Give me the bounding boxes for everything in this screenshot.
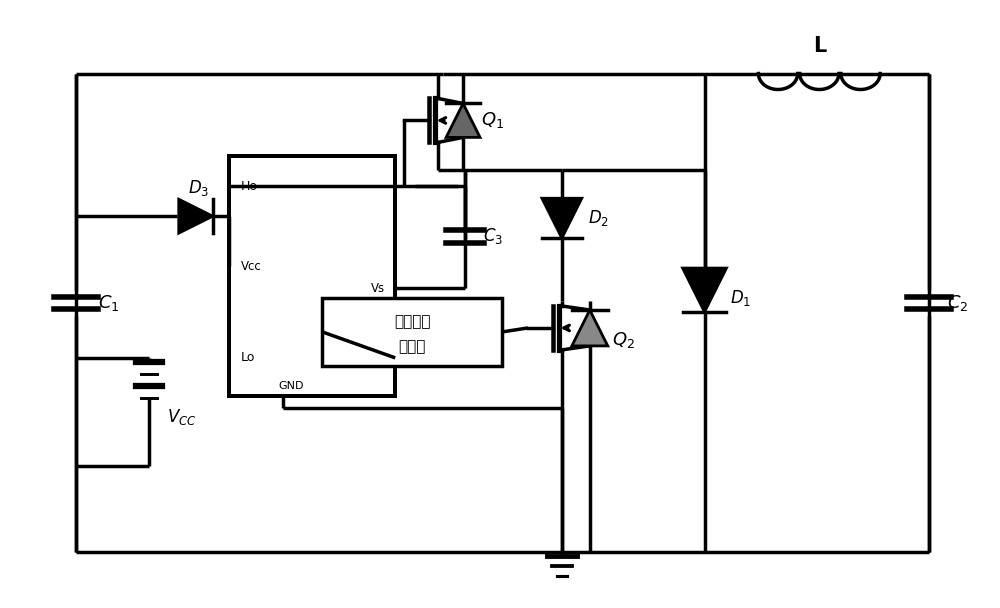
Polygon shape [542,198,582,238]
Text: Vcc: Vcc [241,260,261,272]
Polygon shape [683,268,726,312]
Text: Ho: Ho [241,180,258,193]
Text: $V_{CC}$: $V_{CC}$ [167,407,196,427]
Text: $D_2$: $D_2$ [588,208,609,228]
Polygon shape [446,103,480,137]
Text: 窄脉冲驱: 窄脉冲驱 [394,314,430,330]
Text: $Q_2$: $Q_2$ [612,330,635,350]
Polygon shape [572,310,608,346]
Bar [229,156,395,396]
Bar [322,298,502,366]
Text: $D_1$: $D_1$ [730,288,752,308]
Text: GND: GND [279,381,304,391]
Text: 动电路: 动电路 [399,339,426,354]
Text: Vs: Vs [371,282,385,294]
Text: $C_3$: $C_3$ [483,226,503,246]
Text: $C_1$: $C_1$ [98,293,119,313]
Text: $Q_1$: $Q_1$ [481,111,504,131]
Text: Lo: Lo [241,351,255,364]
Text: $D_3$: $D_3$ [188,178,209,198]
Polygon shape [179,199,213,233]
Text: L: L [813,36,826,55]
Text: $C_2$: $C_2$ [947,293,968,313]
